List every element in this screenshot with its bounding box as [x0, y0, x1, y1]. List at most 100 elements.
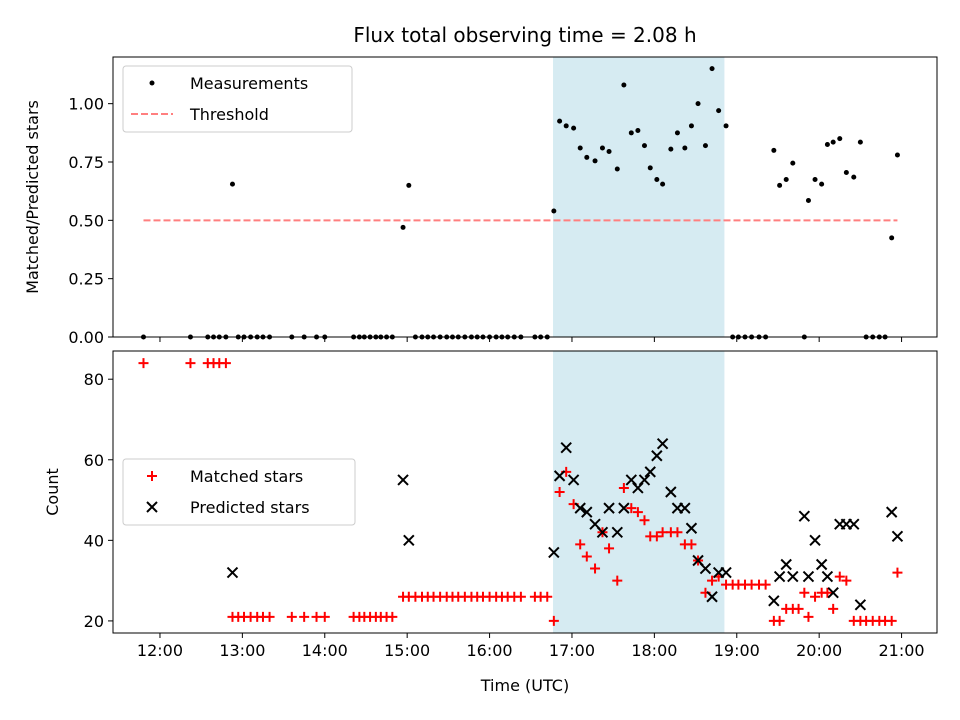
matched-stars-point [639, 515, 650, 526]
measurements-point [647, 165, 653, 171]
measurements-point [723, 123, 729, 129]
measurements-point [577, 145, 583, 151]
y-tick-label: 0.25 [68, 270, 104, 289]
predicted-stars-point [679, 502, 691, 514]
predicted-stars-point [611, 526, 623, 538]
legend-matched-marker [147, 471, 157, 481]
ratio-panel: 0.00 0.25 0.50 0.75 1.00 Flux total observin… [23, 23, 938, 347]
matched-stars-point [651, 531, 662, 542]
y-tick-label: 0.00 [68, 328, 104, 347]
measurements-point [628, 130, 634, 136]
x-tick-label: 16:00 [467, 641, 513, 660]
measurements-point [584, 154, 590, 160]
measurements-point [229, 181, 235, 187]
counts-x-axis-label: Time (UTC) [480, 676, 569, 695]
predicted-stars-point [553, 470, 566, 482]
matched-stars-point [220, 358, 231, 369]
predicted-stars-point [548, 546, 560, 559]
matched-stars-point [264, 611, 275, 622]
measurements-point [824, 142, 830, 147]
measurements-point [695, 101, 701, 107]
y-tick-label: 20 [84, 612, 104, 631]
measurements-point [599, 145, 605, 151]
predicted-stars-point [581, 506, 593, 518]
y-tick-label: 80 [84, 370, 104, 389]
measurements-point [688, 123, 694, 129]
x-tick-label: 20:00 [796, 641, 842, 660]
measurements-point [783, 177, 789, 182]
x-tick-label: 13:00 [219, 641, 265, 660]
predicted-stars-point [638, 474, 651, 486]
predicted-stars-point [644, 466, 656, 478]
predicted-stars-point [226, 566, 239, 579]
x-tick-label: 15:00 [384, 641, 430, 660]
counts-legend-box [122, 458, 356, 526]
matched-stars-point [760, 579, 771, 590]
matched-stars-point [319, 611, 330, 622]
matched-stars-point [707, 575, 718, 586]
predicted-stars-point [699, 562, 712, 575]
matched-stars-point [686, 539, 697, 550]
predicted-stars-point [821, 570, 834, 583]
predicted-stars-point [802, 570, 815, 583]
measurements-point [843, 170, 849, 175]
legend-measurements-marker [149, 80, 155, 86]
ratio-legend-box [122, 65, 353, 133]
x-tick-label: 12:00 [137, 641, 183, 660]
legend-measurements-label: Measurements [190, 74, 308, 93]
predicted-stars-point [651, 450, 663, 462]
ratio-legend: Measurements Threshold [122, 65, 353, 133]
x-tick-label: 17:00 [549, 641, 595, 660]
matched-stars-point [892, 567, 903, 578]
matched-stars-point [138, 358, 149, 369]
measurements-point [606, 149, 612, 154]
predicted-stars-point [815, 558, 828, 571]
legend-threshold-label: Threshold [189, 105, 269, 124]
measurements-point [709, 66, 715, 72]
measurements-point [406, 182, 412, 188]
matched-stars-point [841, 575, 852, 586]
x-tick-label: 21:00 [879, 641, 925, 660]
chart-title: Flux total observing time = 2.08 h [353, 23, 696, 47]
counts-panel: 12:00 13:00 14:00 15:00 16:00 17:00 18:00 19:00… [43, 350, 938, 695]
matched-stars-point [793, 603, 804, 614]
observing-window-shade [553, 57, 725, 337]
predicted-stars-point [625, 474, 638, 486]
predicted-stars-point [618, 502, 630, 514]
measurements-point [889, 235, 895, 241]
measurements-point [571, 125, 577, 131]
measurements-point [668, 146, 674, 152]
measurements-point [716, 108, 722, 114]
predicted-stars-point [632, 482, 644, 494]
predicted-stars-point [854, 599, 867, 611]
matched-stars-point [590, 563, 601, 574]
predicted-stars-point [891, 530, 904, 543]
predicted-stars-point [720, 566, 732, 579]
y-tick-label: 0.50 [68, 211, 104, 230]
measurements-point [557, 118, 563, 124]
ratio-y-axis-label: Matched/Predicted stars [23, 100, 42, 294]
y-tick-label: 60 [84, 451, 104, 470]
matched-stars-point [542, 591, 553, 602]
legend-predicted-marker [146, 501, 158, 513]
y-tick-label: 1.00 [68, 95, 104, 114]
measurements-point [635, 128, 641, 133]
measurements-point [771, 147, 777, 153]
measurements-point [812, 177, 818, 182]
matched-stars-point [612, 575, 623, 586]
predicted-stars-point [827, 587, 839, 599]
measurements-point [551, 208, 557, 214]
measurements-point [660, 181, 666, 187]
matched-stars-point [886, 615, 897, 626]
matched-stars-point [822, 587, 833, 598]
predicted-stars-point [596, 526, 609, 538]
matched-stars-point [515, 591, 526, 602]
measurements-point [563, 123, 569, 129]
measurements-point [702, 143, 708, 149]
matched-stars-point [581, 551, 592, 562]
matched-stars-point [286, 611, 297, 622]
measurements-point [614, 166, 620, 172]
legend-predicted-label: Predicted stars [190, 498, 310, 517]
predicted-stars-point [403, 534, 415, 547]
